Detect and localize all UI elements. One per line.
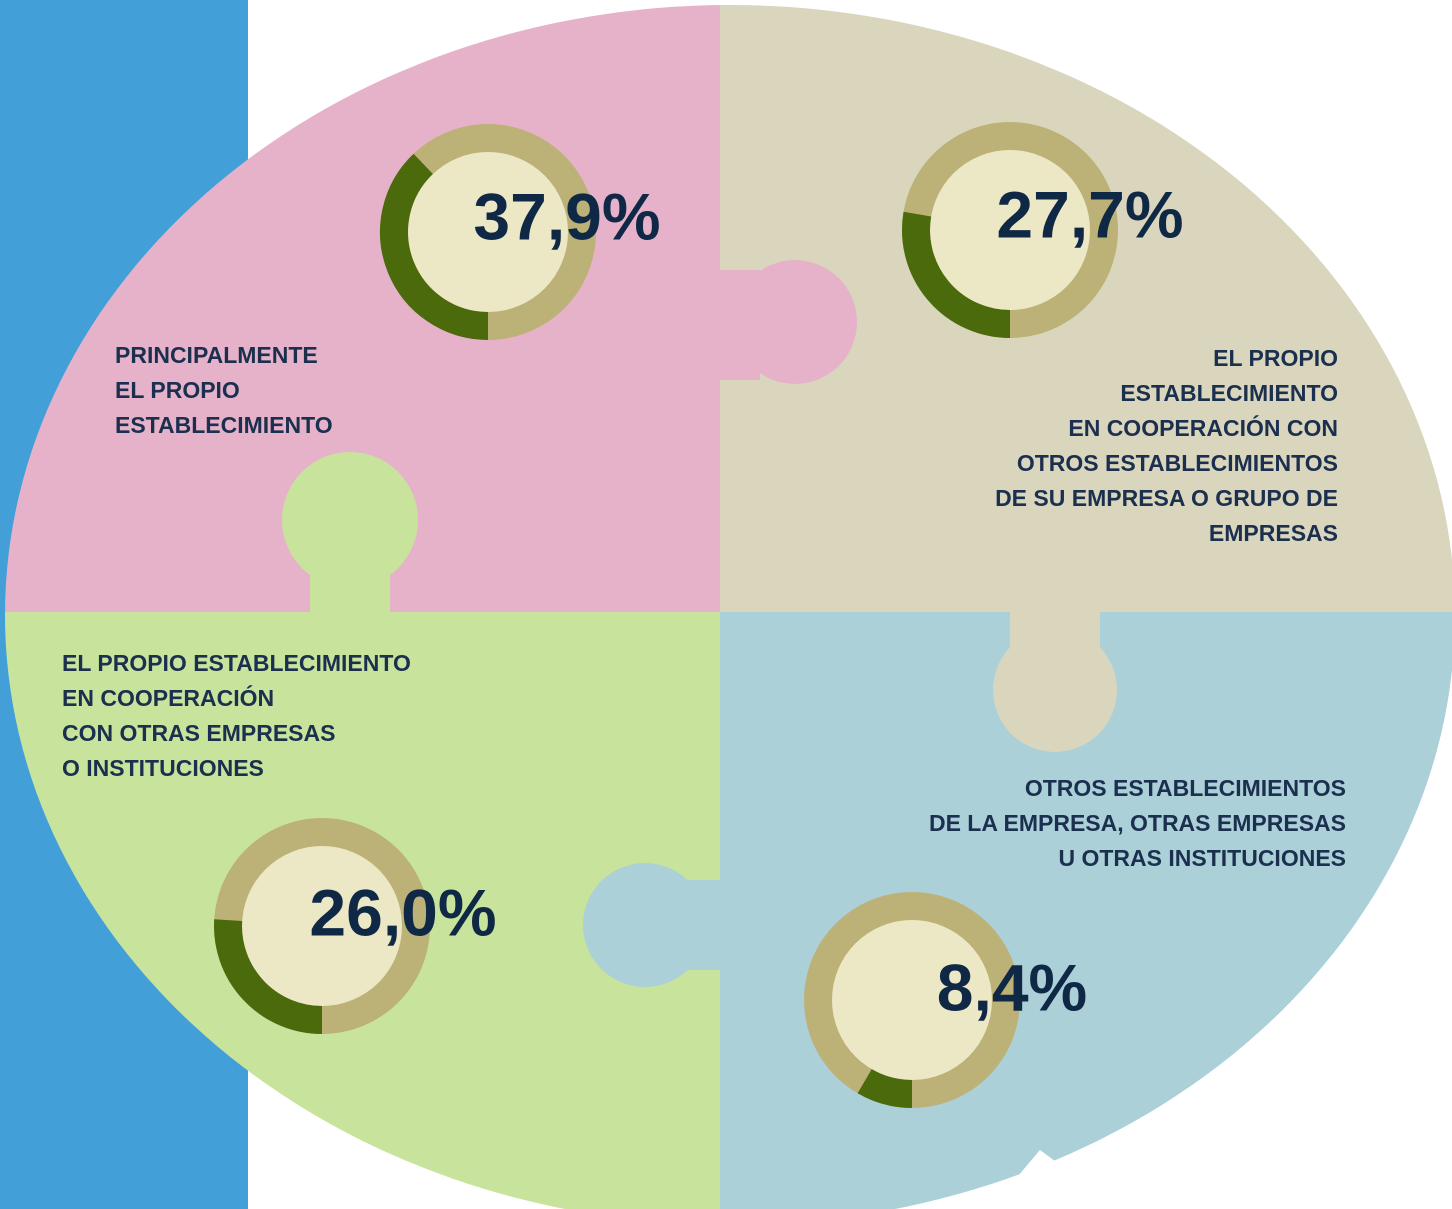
page: 37,9% 27,7% 26,0% 8,4% PRINCIPALMENTE EL PR…: [0, 0, 1452, 1209]
category-label: PRINCIPALMENTE EL PROPIO ESTABLECIMIENTO: [115, 338, 333, 443]
category-label: EL PROPIO ESTABLECIMIENTO EN COOPERACIÓN…: [62, 646, 411, 786]
donut-arc: [865, 1081, 912, 1094]
knob: [282, 452, 418, 588]
value-label: 8,4%: [937, 950, 1087, 1024]
value-label: 26,0%: [309, 875, 496, 949]
knob: [733, 260, 857, 384]
category-label: OTROS ESTABLECIMIENTOS DE LA EMPRESA, OT…: [929, 771, 1346, 876]
knob: [583, 863, 707, 987]
chart: 37,9% 27,7% 26,0% 8,4%: [0, 0, 1452, 1209]
knob: [993, 628, 1117, 752]
value-label: 37,9%: [473, 179, 660, 253]
category-label: EL PROPIO ESTABLECIMIENTO EN COOPERACIÓN…: [995, 341, 1338, 551]
value-label: 27,7%: [996, 177, 1183, 251]
